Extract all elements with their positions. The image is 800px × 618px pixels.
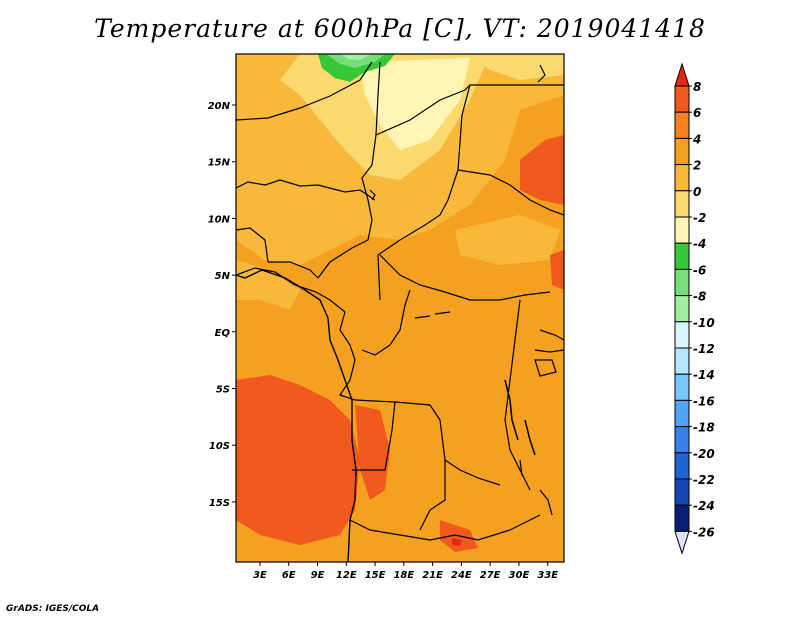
- field-minus10-to-minus8: [340, 54, 372, 60]
- lon-tick-label: 33E: [537, 570, 558, 581]
- colorbar-bottom-arrow: [674, 530, 690, 556]
- colorbar: 8 6 4 2 0 -2 -4 -6 -8 -10 -12 -14 -16 -18 -20 -22 -24 -26: [674, 62, 715, 556]
- field-minus2-to-0-b: [470, 54, 564, 80]
- colorbar-top-arrow: [674, 62, 690, 87]
- colorbar-label: -18: [693, 421, 715, 435]
- colorbar-label: -2: [693, 211, 706, 225]
- lat-tick-label: 15N: [208, 158, 231, 169]
- field-4-to-6-angola-b: [355, 405, 390, 500]
- colorbar-label: -14: [693, 368, 715, 382]
- lon-tick-label: 3E: [253, 570, 267, 581]
- colorbar-label: -22: [693, 473, 715, 487]
- colorbar-box: [674, 399, 690, 428]
- colorbar-box: [674, 373, 690, 401]
- longitude-axis: 3E 6E 9E 12E 15E 18E 21E 24E 27E 30E 33E: [253, 562, 558, 581]
- colorbar-label: 8: [693, 80, 701, 94]
- colorbar-box: [674, 347, 690, 375]
- colorbar-box: [674, 242, 690, 270]
- colorbar-box: [674, 478, 690, 506]
- lon-tick-label: 18E: [393, 570, 414, 581]
- colorbar-label: -6: [693, 263, 706, 277]
- lat-tick-label: 15S: [209, 498, 230, 509]
- colorbar-label: -4: [693, 237, 706, 251]
- lon-tick-label: 12E: [336, 570, 357, 581]
- colorbar-box: [674, 111, 690, 139]
- lat-tick-label: 10S: [209, 441, 230, 452]
- colorbar-box: [674, 426, 690, 454]
- colorbar-box: [674, 85, 690, 113]
- lat-tick-label: 5S: [216, 385, 230, 396]
- colorbar-label: -8: [693, 290, 706, 304]
- colorbar-label: 2: [693, 159, 701, 173]
- colorbar-label: -16: [693, 394, 715, 408]
- colorbar-box: [674, 137, 690, 166]
- credit-text: GrADS: IGES/COLA: [6, 604, 100, 614]
- colorbar-label: -26: [693, 525, 715, 539]
- lon-tick-label: 30E: [509, 570, 530, 581]
- colorbar-box: [674, 216, 690, 244]
- lat-tick-label: EQ: [215, 328, 231, 339]
- field-minus4-to-minus2: [360, 58, 470, 150]
- colorbar-box: [674, 504, 690, 532]
- lon-tick-label: 27E: [480, 570, 501, 581]
- colorbar-box: [674, 268, 690, 297]
- field-0-to-2-b: [236, 260, 300, 310]
- colorbar-label: 4: [692, 132, 701, 146]
- lon-tick-label: 21E: [422, 570, 443, 581]
- colorbar-label: -20: [693, 447, 715, 461]
- chart-title: Temperature at 600hPa [C], VT: 201904141…: [94, 14, 706, 43]
- colorbar-label: 6: [693, 106, 701, 120]
- colorbar-label: 0: [693, 185, 701, 199]
- map-frame: [235, 53, 565, 563]
- lon-tick-label: 9E: [311, 570, 325, 581]
- colorbar-box: [674, 452, 690, 480]
- colorbar-label: -12: [693, 342, 715, 356]
- lat-tick-label: 10N: [208, 214, 231, 225]
- colorbar-box: [674, 295, 690, 323]
- field-0-to-2-c: [455, 215, 560, 265]
- field-4-to-6-angola: [236, 375, 360, 545]
- lon-tick-label: 15E: [365, 570, 386, 581]
- lon-tick-label: 24E: [451, 570, 472, 581]
- temperature-field: [236, 54, 564, 562]
- colorbar-label: -24: [693, 499, 715, 513]
- country-borders: [236, 61, 564, 562]
- field-4-to-6-east: [550, 250, 564, 290]
- field-6-to-8: [452, 538, 462, 546]
- lon-tick-label: 6E: [282, 570, 296, 581]
- colorbar-box: [674, 321, 690, 349]
- lat-tick-label: 20N: [208, 101, 231, 112]
- colorbar-box: [674, 164, 690, 192]
- field-minus8-to-minus6: [326, 54, 385, 68]
- colorbar-box: [674, 190, 690, 218]
- colorbar-label: -10: [693, 316, 715, 330]
- latitude-axis: 20N 15N 10N 5N EQ 5S 10S 15S: [208, 101, 236, 509]
- field-4-to-6-sudan: [520, 135, 564, 205]
- lat-tick-label: 5N: [215, 271, 231, 282]
